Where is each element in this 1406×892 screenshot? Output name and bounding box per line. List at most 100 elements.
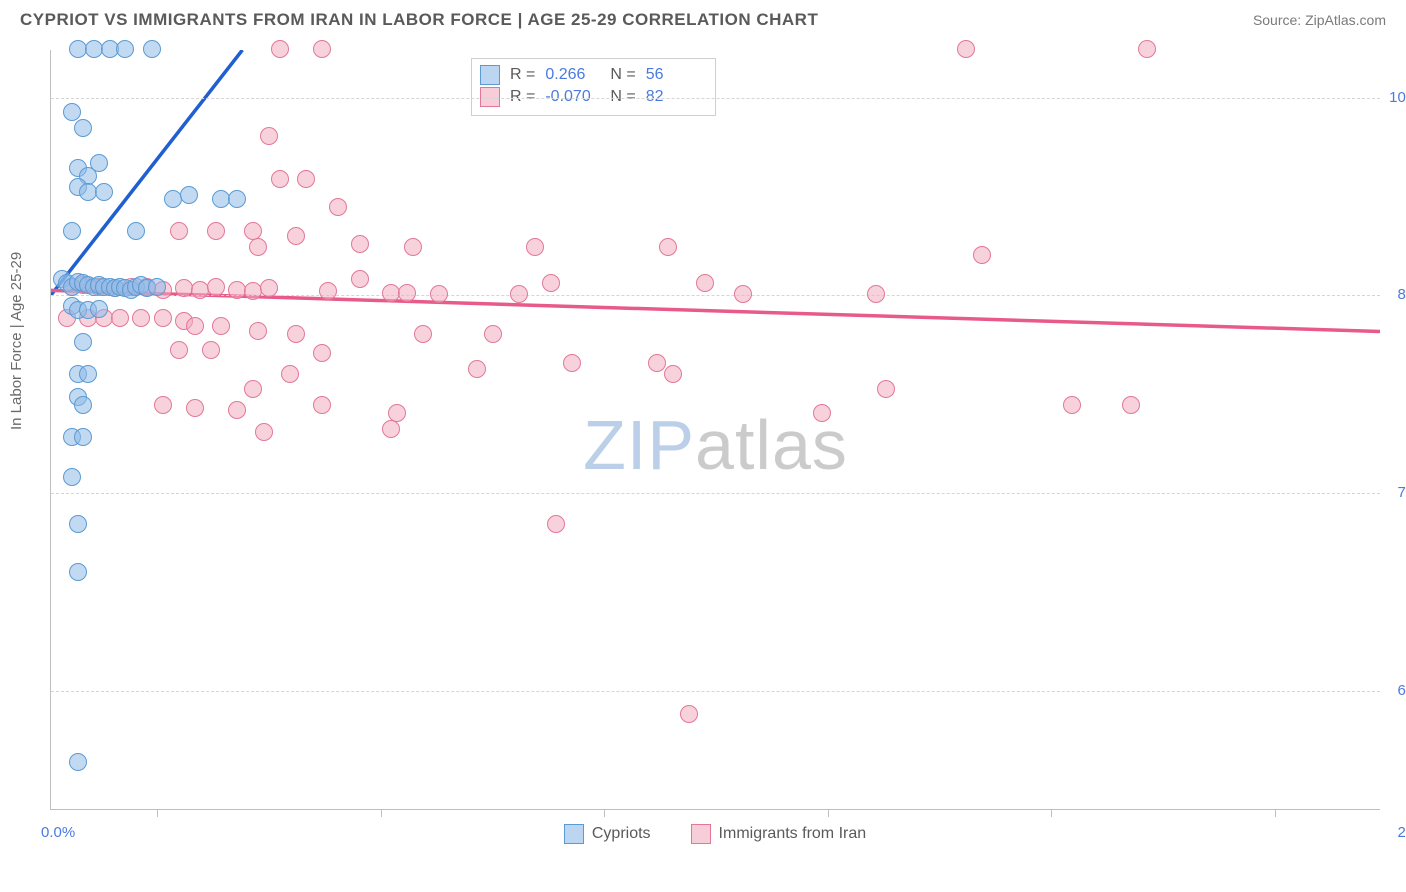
scatter-point (143, 40, 161, 58)
chart-title: CYPRIOT VS IMMIGRANTS FROM IRAN IN LABOR… (20, 10, 818, 30)
scatter-point (510, 285, 528, 303)
scatter-point (973, 246, 991, 264)
scatter-point (659, 238, 677, 256)
scatter-point (664, 365, 682, 383)
scatter-point (249, 238, 267, 256)
scatter-point (228, 401, 246, 419)
scatter-point (74, 119, 92, 137)
scatter-point (69, 563, 87, 581)
scatter-point (170, 341, 188, 359)
scatter-point (329, 198, 347, 216)
bottom-legend: Cypriots Immigrants from Iran (50, 824, 1380, 844)
scatter-point (154, 396, 172, 414)
scatter-point (244, 380, 262, 398)
scatter-point (207, 278, 225, 296)
grid-line (51, 98, 1380, 99)
scatter-point (877, 380, 895, 398)
legend-item-iran: Immigrants from Iran (691, 824, 867, 844)
grid-line (51, 493, 1380, 494)
scatter-point (867, 285, 885, 303)
scatter-point (281, 365, 299, 383)
x-tick (1051, 809, 1052, 817)
swatch-blue-icon (480, 65, 500, 85)
legend-swatch-pink-icon (691, 824, 711, 844)
scatter-point (680, 705, 698, 723)
scatter-point (69, 753, 87, 771)
scatter-point (90, 154, 108, 172)
scatter-point (382, 420, 400, 438)
x-tick (604, 809, 605, 817)
chart-header: CYPRIOT VS IMMIGRANTS FROM IRAN IN LABOR… (0, 0, 1406, 38)
scatter-point (255, 423, 273, 441)
scatter-point (207, 222, 225, 240)
scatter-point (351, 270, 369, 288)
stat-r-label: R = (510, 66, 535, 84)
scatter-point (116, 40, 134, 58)
scatter-point (1063, 396, 1081, 414)
scatter-point (398, 284, 416, 302)
y-tick-label: 62.5% (1385, 682, 1406, 699)
legend-label-cypriots: Cypriots (592, 825, 651, 843)
scatter-point (212, 317, 230, 335)
scatter-point (148, 278, 166, 296)
stat-r-blue: 0.266 (545, 66, 600, 84)
legend-swatch-blue-icon (564, 824, 584, 844)
scatter-point (287, 325, 305, 343)
scatter-point (63, 468, 81, 486)
scatter-point (127, 222, 145, 240)
legend-label-iran: Immigrants from Iran (719, 825, 867, 843)
scatter-point (186, 399, 204, 417)
scatter-point (170, 222, 188, 240)
scatter-point (468, 360, 486, 378)
scatter-point (696, 274, 714, 292)
x-tick (1275, 809, 1276, 817)
scatter-point (271, 170, 289, 188)
y-tick-label: 75.0% (1385, 484, 1406, 501)
scatter-point (287, 227, 305, 245)
scatter-point (95, 183, 113, 201)
y-tick-label: 100.0% (1385, 89, 1406, 106)
watermark-zip: ZIP (583, 406, 695, 484)
scatter-point (249, 322, 267, 340)
scatter-point (813, 404, 831, 422)
stats-legend-box: R = 0.266 N = 56 R = -0.070 N = 82 (471, 58, 716, 116)
scatter-point (563, 354, 581, 372)
scatter-point (202, 341, 220, 359)
scatter-point (313, 40, 331, 58)
scatter-point (63, 222, 81, 240)
stat-n-label: N = (610, 66, 635, 84)
scatter-point (74, 396, 92, 414)
scatter-point (260, 279, 278, 297)
scatter-point (547, 515, 565, 533)
x-max-label: 25.0% (1385, 824, 1406, 841)
scatter-point (74, 333, 92, 351)
scatter-point (74, 428, 92, 446)
scatter-point (957, 40, 975, 58)
scatter-point (734, 285, 752, 303)
scatter-point (132, 309, 150, 327)
x-tick (157, 809, 158, 817)
x-tick (828, 809, 829, 817)
scatter-point (542, 274, 560, 292)
scatter-point (1122, 396, 1140, 414)
chart-source: Source: ZipAtlas.com (1253, 12, 1386, 28)
scatter-point (351, 235, 369, 253)
scatter-point (297, 170, 315, 188)
legend-item-cypriots: Cypriots (564, 824, 651, 844)
watermark: ZIPatlas (583, 405, 848, 485)
scatter-point (69, 515, 87, 533)
scatter-point (1138, 40, 1156, 58)
scatter-point (648, 354, 666, 372)
scatter-point (526, 238, 544, 256)
scatter-point (313, 344, 331, 362)
x-tick (381, 809, 382, 817)
trend-lines-svg (51, 50, 1380, 809)
scatter-point (484, 325, 502, 343)
scatter-point (228, 190, 246, 208)
stat-n-blue: 56 (646, 66, 701, 84)
scatter-point (260, 127, 278, 145)
scatter-point (63, 103, 81, 121)
scatter-point (154, 309, 172, 327)
scatter-point (186, 317, 204, 335)
scatter-point (79, 365, 97, 383)
